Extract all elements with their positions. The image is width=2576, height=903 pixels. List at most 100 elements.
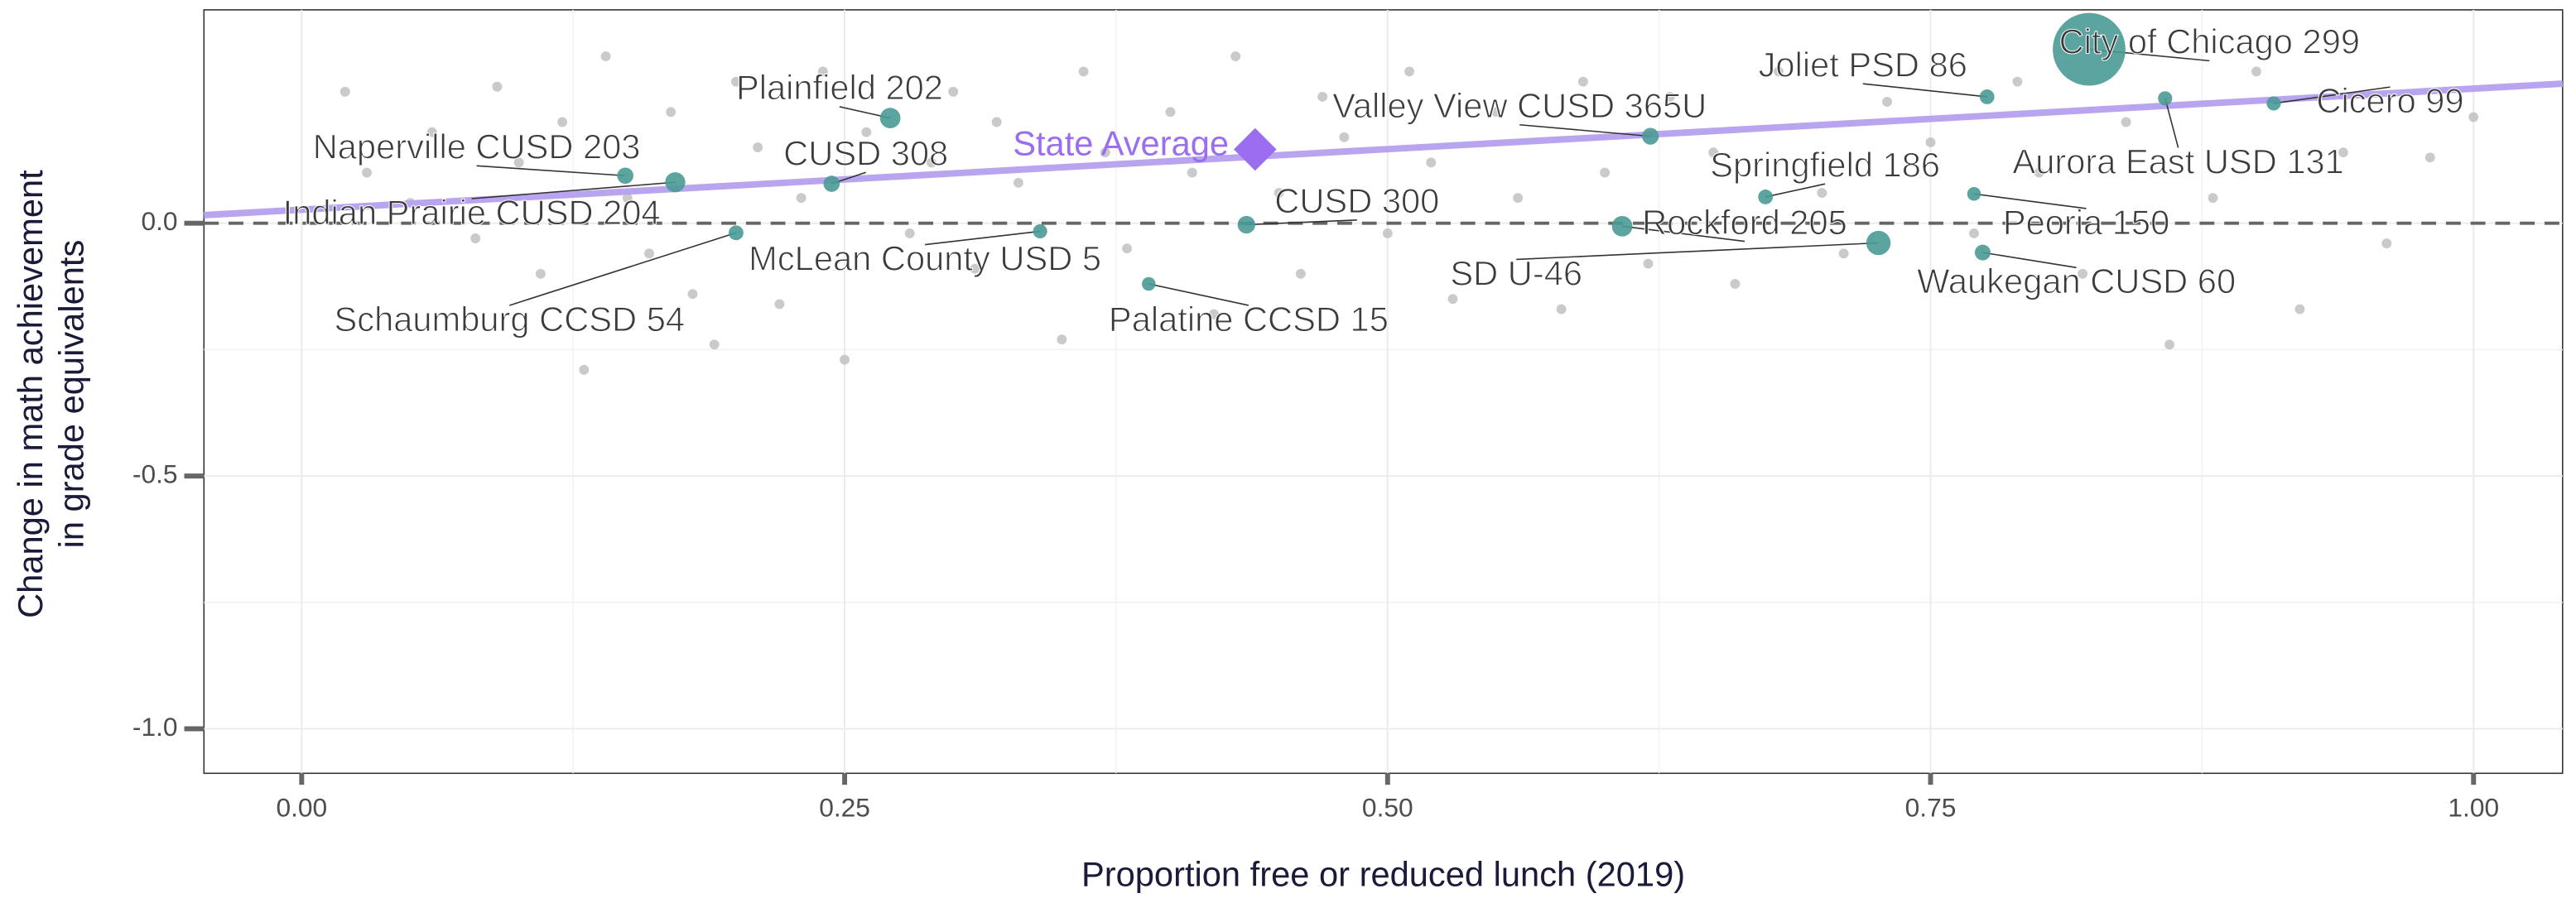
point xyxy=(817,66,828,77)
point xyxy=(2381,238,2392,249)
point xyxy=(1295,268,1306,279)
district-point xyxy=(665,172,686,193)
point xyxy=(470,233,481,243)
point xyxy=(1013,177,1023,188)
point xyxy=(1404,66,1414,77)
point xyxy=(2468,112,2479,122)
point xyxy=(1490,107,1501,118)
point xyxy=(1708,147,1719,158)
leader-line xyxy=(471,181,676,199)
state-average-label: State Average xyxy=(1013,124,1229,163)
point xyxy=(1600,167,1611,178)
point xyxy=(557,117,568,127)
y-tick-label: -0.5 xyxy=(132,459,178,488)
x-tick-label: 1.00 xyxy=(2448,792,2499,822)
district-label: Aurora East USD 131 xyxy=(2012,142,2343,180)
point xyxy=(2034,167,2044,178)
point xyxy=(579,364,590,375)
point xyxy=(1230,51,1241,62)
district-label: Schaumburg CCSD 54 xyxy=(334,300,685,339)
district-label: Valley View CUSD 365U xyxy=(1332,86,1707,125)
point xyxy=(1317,92,1328,102)
point xyxy=(753,142,763,153)
point xyxy=(1730,279,1741,289)
district-point xyxy=(1758,190,1774,204)
point xyxy=(622,193,633,204)
point xyxy=(666,107,677,118)
district-label: McLean County USD 5 xyxy=(749,238,1101,277)
point xyxy=(904,228,915,238)
leader-line xyxy=(509,232,737,306)
point xyxy=(1577,76,1588,87)
district-label: Springfield 186 xyxy=(1710,145,1940,184)
point xyxy=(2121,117,2131,127)
district-label: CUSD 308 xyxy=(783,133,948,172)
point xyxy=(709,339,720,350)
district-point xyxy=(1033,223,1047,239)
point xyxy=(644,248,654,259)
point xyxy=(1556,304,1567,315)
district-point xyxy=(729,225,744,241)
district-label: Waukegan CUSD 60 xyxy=(1917,262,2236,300)
leader-line xyxy=(2273,86,2391,104)
point xyxy=(2294,304,2305,315)
point xyxy=(1773,66,1784,77)
state-average-marker xyxy=(1234,127,1277,171)
leader-line xyxy=(1621,225,1745,243)
leader-line xyxy=(476,165,626,177)
point xyxy=(1447,294,1458,305)
point xyxy=(2424,152,2435,163)
district-point xyxy=(1866,230,1891,256)
district-point xyxy=(1142,276,1156,291)
point xyxy=(927,157,937,168)
leader-line xyxy=(1246,219,1357,226)
district-label: Peoria 150 xyxy=(2003,203,2169,242)
district-label: SD U-46 xyxy=(1450,253,1582,292)
point xyxy=(1838,248,1849,259)
district-point xyxy=(1967,187,1981,201)
x-tick-label: 0.75 xyxy=(1905,792,1957,822)
leader-line xyxy=(1516,242,1879,261)
point xyxy=(600,51,611,62)
point xyxy=(730,76,741,87)
point xyxy=(1882,97,1893,108)
point xyxy=(2164,339,2175,350)
point xyxy=(1426,157,1437,168)
point xyxy=(970,263,980,274)
point xyxy=(2251,66,2261,77)
point xyxy=(1643,258,1654,269)
leader-line xyxy=(1148,283,1249,306)
point xyxy=(687,289,698,300)
y-axis-title: in grade equivalents xyxy=(52,240,91,549)
point xyxy=(861,127,872,137)
point xyxy=(339,86,350,97)
district-point xyxy=(1611,215,1633,237)
point xyxy=(492,81,503,92)
point xyxy=(2012,76,2023,87)
point xyxy=(1187,167,1197,178)
leader-line xyxy=(1982,252,2077,269)
district-point xyxy=(2053,12,2126,86)
point xyxy=(362,167,372,178)
y-tick-label: -1.0 xyxy=(132,712,178,742)
district-point xyxy=(2266,96,2281,111)
x-tick-label: 0.00 xyxy=(276,792,327,822)
district-label: Naperville CUSD 203 xyxy=(313,127,641,166)
district-label: Joliet PSD 86 xyxy=(1759,45,1967,84)
point xyxy=(535,268,546,279)
point xyxy=(1100,147,1110,158)
district-point xyxy=(1237,215,1255,234)
point xyxy=(513,157,524,168)
point xyxy=(426,127,437,137)
district-point xyxy=(1642,127,1659,145)
point xyxy=(1078,66,1089,77)
district-label: CUSD 300 xyxy=(1274,181,1439,220)
point xyxy=(1209,309,1219,319)
point xyxy=(1274,188,1284,198)
district-label: Plainfield 202 xyxy=(736,68,943,107)
district-point xyxy=(2158,91,2173,106)
point xyxy=(840,354,850,365)
point xyxy=(1969,228,1979,238)
leader-line xyxy=(1519,123,1651,137)
